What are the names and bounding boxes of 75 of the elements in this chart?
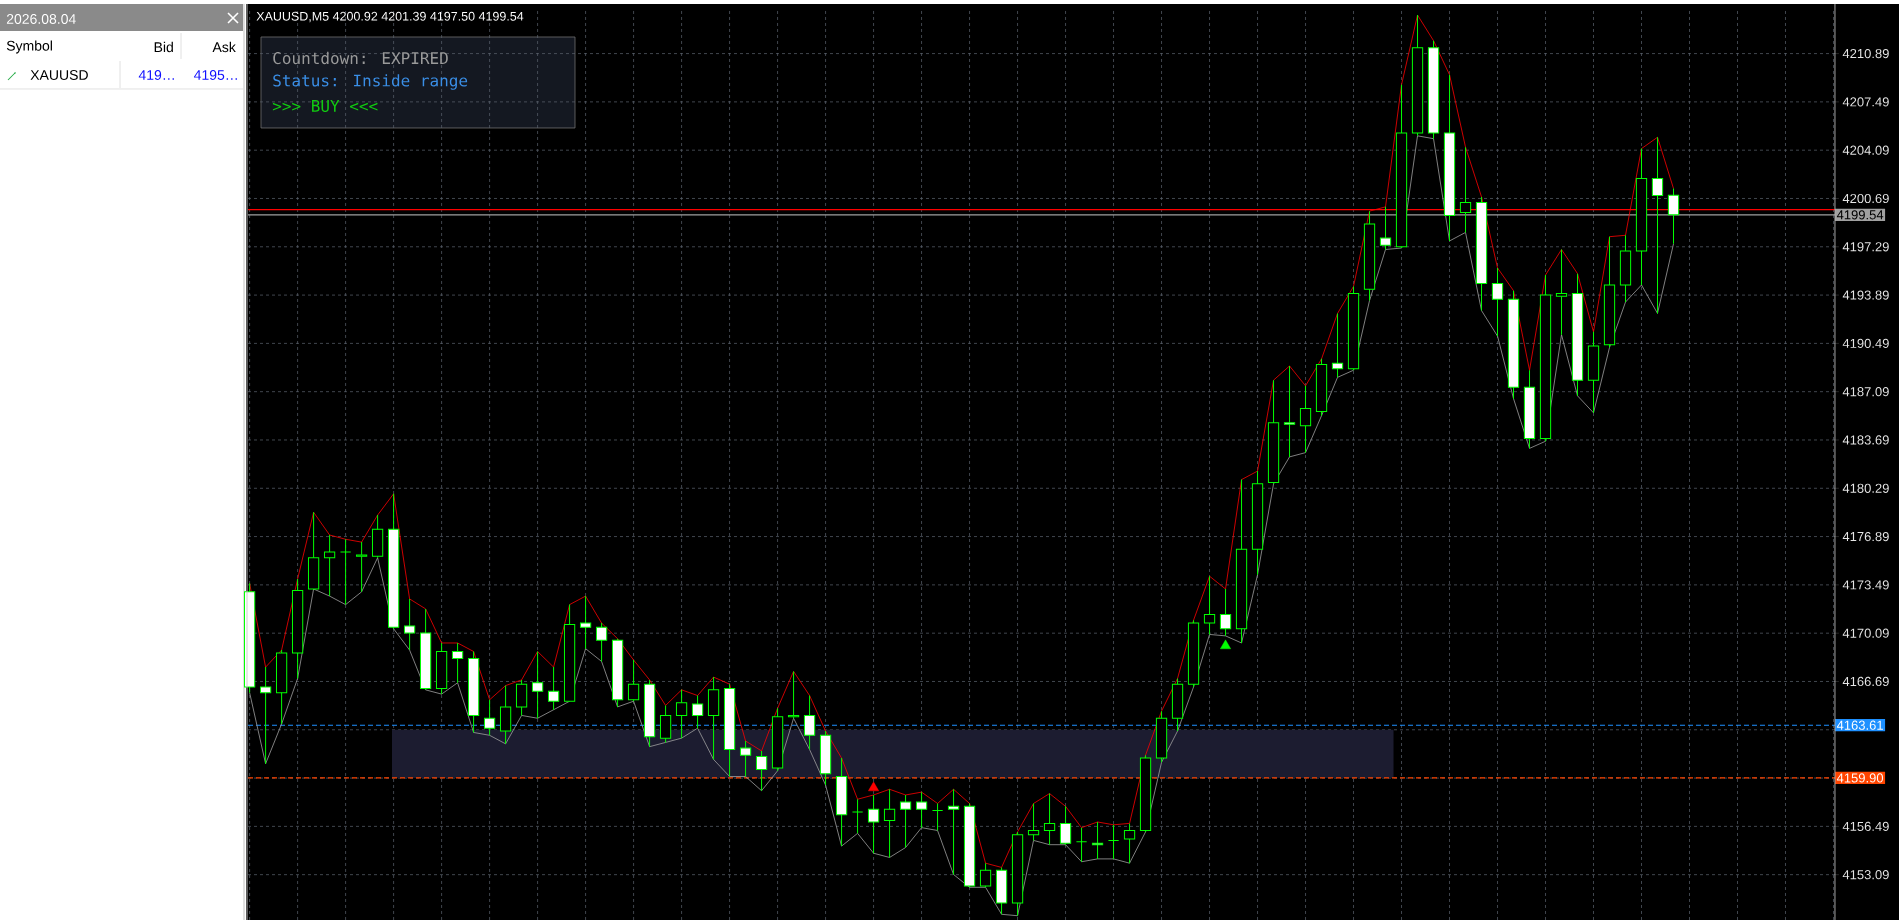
- candlestick: [755, 750, 768, 792]
- candlestick: [1027, 803, 1040, 841]
- y-tick-label: 4173.49: [1842, 580, 1889, 590]
- candlestick: [1123, 822, 1136, 864]
- y-tick-label: 4207.49: [1842, 97, 1889, 107]
- candlestick: [1331, 312, 1344, 378]
- text: Bid: [154, 41, 173, 53]
- candlestick: [627, 659, 640, 702]
- candlestick: [915, 791, 928, 829]
- candlestick: [579, 595, 592, 650]
- candlestick: [947, 788, 960, 876]
- candlestick: [1459, 146, 1472, 233]
- chart-title: XAUUSD,M5 4200.92 4201.39 4197.50 4199.54: [256, 11, 524, 23]
- y-tick-label: 4183.69: [1842, 435, 1889, 445]
- candlestick: [1651, 136, 1664, 314]
- line-series: [249, 135, 1674, 917]
- candlestick: [483, 699, 496, 736]
- candlestick: [515, 679, 528, 716]
- candlestick: [1299, 385, 1312, 454]
- candlestick: [1283, 365, 1296, 458]
- candlestick: [1667, 188, 1680, 245]
- candlestick: [867, 794, 880, 854]
- candlestick: [1043, 793, 1056, 846]
- candlestick: [739, 740, 752, 778]
- candlestick: [1219, 588, 1232, 637]
- candlestick: [259, 666, 272, 765]
- candlestick: [339, 538, 352, 606]
- y-tick-label: 4170.09: [1842, 628, 1889, 638]
- text: Symbol: [6, 40, 52, 54]
- y-tick-label: 4180.29: [1842, 483, 1889, 493]
- candlestick: [1203, 575, 1216, 635]
- text: 2026.08.04: [6, 14, 76, 24]
- candlestick: [355, 541, 368, 593]
- y-tick-label: 4197.29: [1842, 242, 1889, 252]
- candlestick: [883, 788, 896, 858]
- text: Ask: [212, 41, 236, 53]
- y-tick-label: 4204.09: [1842, 145, 1889, 155]
- candlestick: [979, 862, 992, 888]
- candlestick: [659, 704, 672, 743]
- candlestick: [803, 695, 816, 751]
- y-tick-label: 4193.89: [1842, 290, 1889, 300]
- y-tick-label: 4190.49: [1842, 338, 1889, 348]
- candlestick: [1059, 805, 1072, 846]
- y-tick-label: 4200.69: [1842, 193, 1889, 204]
- candlestick: [1491, 267, 1504, 337]
- candlestick: [1379, 206, 1392, 250]
- candlestick: [1075, 827, 1088, 863]
- ref-line-label: 4163.61: [1836, 720, 1883, 730]
- candlestick: [675, 689, 688, 739]
- candlestick: [531, 651, 544, 719]
- annotation: >>> BUY <<<: [272, 100, 378, 112]
- candlestick: [899, 794, 912, 849]
- ref-line-label: 4159.90: [1836, 773, 1884, 783]
- candlestick: [691, 695, 704, 729]
- candlestick: [851, 798, 864, 834]
- text: XAUUSD: [30, 70, 88, 80]
- candlestick: [931, 803, 944, 831]
- candlestick: [547, 666, 560, 711]
- candlestick: [451, 642, 464, 684]
- annotation: Status: Inside range: [273, 74, 468, 90]
- text: 419…: [138, 70, 174, 80]
- candlestick: [403, 598, 416, 651]
- text: 4195…: [193, 70, 237, 80]
- annotation: Countdown: EXPIRED: [273, 51, 448, 65]
- y-tick-label: 4176.89: [1842, 531, 1889, 542]
- y-tick-label: 4166.69: [1842, 676, 1889, 687]
- ref-line-label: 4199.54: [1836, 210, 1884, 220]
- y-tick-label: 4210.89: [1842, 48, 1889, 59]
- y-tick-label: 4156.49: [1842, 821, 1889, 831]
- y-tick-label: 4153.09: [1842, 870, 1889, 880]
- candlestick: [595, 622, 608, 662]
- candlestick: [1555, 248, 1568, 336]
- y-tick-label: 4187.09: [1842, 387, 1889, 397]
- candlestick: [323, 534, 336, 597]
- candlestick: [1107, 824, 1120, 860]
